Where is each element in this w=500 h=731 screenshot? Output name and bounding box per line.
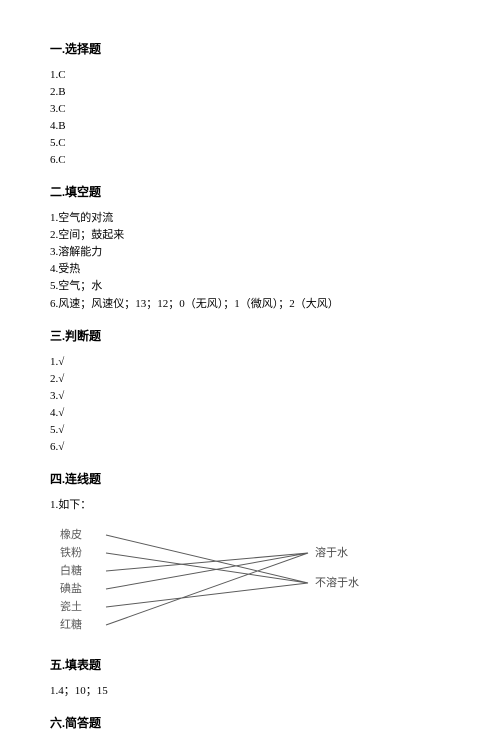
match-right-label: 不溶于水 — [315, 575, 359, 589]
match-left-label: 瓷土 — [60, 599, 82, 613]
s2-item: 1.空气的对流 — [50, 210, 450, 227]
s3-item: 4.√ — [50, 405, 450, 422]
s3-item: 6.√ — [50, 439, 450, 456]
matching-svg: 橡皮铁粉白糖碘盐瓷土红糖 溶于水不溶于水 — [50, 524, 380, 642]
match-right-label: 溶于水 — [315, 545, 348, 559]
s2-item: 6.风速；风速仪；13；12；0（无风）；1（微风）；2（大风） — [50, 296, 450, 313]
section-1-answers: 1.C 2.B 3.C 4.B 5.C 6.C — [50, 67, 450, 169]
section-3-answers: 1.√ 2.√ 3.√ 4.√ 5.√ 6.√ — [50, 354, 450, 456]
s2-item: 3.溶解能力 — [50, 244, 450, 261]
s3-item: 3.√ — [50, 388, 450, 405]
s2-item: 4.受热 — [50, 261, 450, 278]
s1-item: 4.B — [50, 118, 450, 135]
match-line — [106, 535, 308, 583]
section-5-answers: 1.4；10；15 — [50, 683, 450, 700]
s3-item: 1.√ — [50, 354, 450, 371]
match-left-label: 橡皮 — [60, 528, 82, 541]
s1-item: 3.C — [50, 101, 450, 118]
match-left-label: 铁粉 — [60, 546, 82, 559]
s1-item: 5.C — [50, 135, 450, 152]
match-left-label: 红糖 — [60, 617, 82, 631]
match-line — [106, 553, 308, 589]
match-left-label: 白糖 — [60, 563, 82, 577]
section-2-title: 二.填空题 — [50, 183, 450, 200]
section-4-title: 四.连线题 — [50, 470, 450, 487]
matching-diagram: 橡皮铁粉白糖碘盐瓷土红糖 溶于水不溶于水 — [50, 524, 450, 642]
section-6-title: 六.简答题 — [50, 714, 450, 731]
match-left-label: 碘盐 — [60, 582, 82, 595]
s2-item: 5.空气；水 — [50, 278, 450, 295]
s1-item: 1.C — [50, 67, 450, 84]
section-2-answers: 1.空气的对流 2.空间；鼓起来 3.溶解能力 4.受热 5.空气；水 6.风速… — [50, 210, 450, 312]
section-3-title: 三.判断题 — [50, 327, 450, 344]
match-line — [106, 583, 308, 607]
s4-lead: 1.如下： — [50, 497, 450, 514]
s3-item: 2.√ — [50, 371, 450, 388]
section-1-title: 一.选择题 — [50, 40, 450, 57]
s2-item: 2.空间；鼓起来 — [50, 227, 450, 244]
section-5-title: 五.填表题 — [50, 656, 450, 673]
match-line — [106, 553, 308, 625]
s5-item: 1.4；10；15 — [50, 683, 450, 700]
s1-item: 2.B — [50, 84, 450, 101]
s1-item: 6.C — [50, 152, 450, 169]
s3-item: 5.√ — [50, 422, 450, 439]
